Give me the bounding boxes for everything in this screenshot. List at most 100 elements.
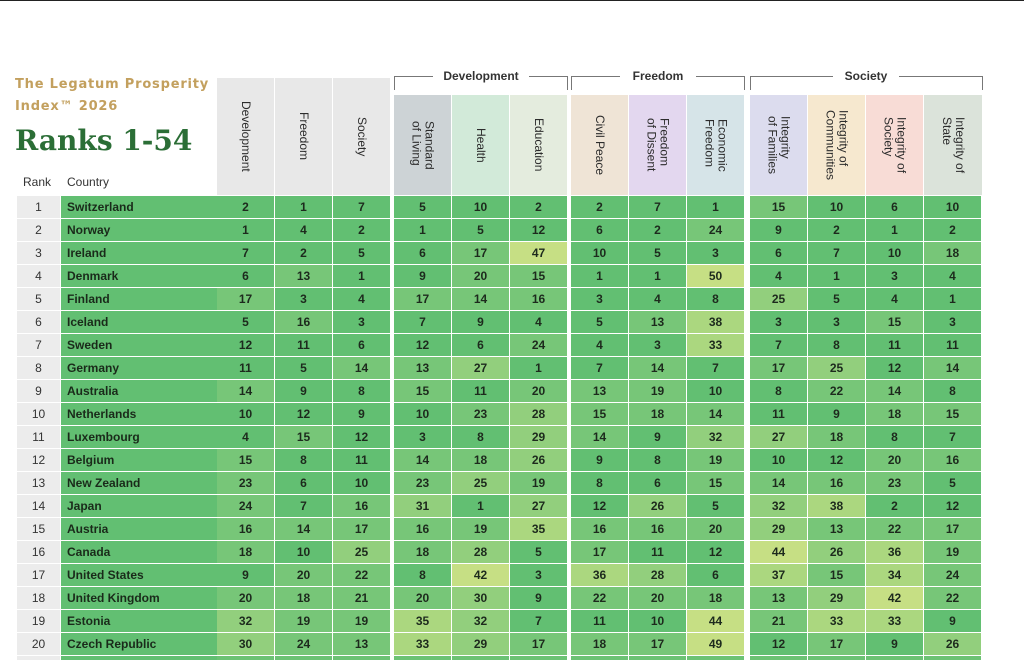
rank-value-cell: 17 bbox=[394, 288, 451, 310]
column-header-label: Integrity of Society bbox=[881, 116, 909, 174]
rank-value-cell: 15 bbox=[924, 403, 981, 425]
rank-cell: 2 bbox=[17, 219, 60, 241]
rank-value-cell: 17 bbox=[808, 633, 865, 655]
rank-value-cell: 8 bbox=[687, 288, 744, 310]
rank-value-cell: 6 bbox=[687, 564, 744, 586]
rank-value-cell: 13 bbox=[629, 311, 686, 333]
country-cell: Japan bbox=[61, 495, 217, 517]
rank-value-cell: 16 bbox=[275, 311, 332, 333]
rank-value-cell: 23 bbox=[866, 472, 923, 494]
rank-value-cell: 15 bbox=[510, 265, 567, 287]
table-row: 3 Ireland 7 2 5 6 17 47 10 5 3 6 7 10 18 bbox=[17, 242, 984, 265]
rank-value-cell: 3 bbox=[687, 242, 744, 264]
rank-value-cell: 16 bbox=[333, 495, 390, 517]
table-row: 4 Denmark 6 13 1 9 20 15 1 1 50 4 1 3 4 bbox=[17, 265, 984, 288]
rank-value-cell: 20 bbox=[275, 564, 332, 586]
rank-value-cell: 12 bbox=[808, 449, 865, 471]
column-header-freedom-of-dissent: Freedom of Dissent bbox=[629, 95, 687, 195]
rank-value-cell: 22 bbox=[808, 380, 865, 402]
rank-value-cell: 37 bbox=[750, 564, 807, 586]
rank-value-cell: 12 bbox=[866, 357, 923, 379]
table-row-partial bbox=[17, 656, 984, 660]
rank-value-cell: 1 bbox=[629, 265, 686, 287]
column-header-integrity-of-state: Integrity of State bbox=[924, 95, 983, 195]
rank-cell: 19 bbox=[17, 610, 60, 632]
rank-value-cell: 1 bbox=[687, 196, 744, 218]
rank-value-cell: 4 bbox=[510, 311, 567, 333]
rank-value-cell: 6 bbox=[275, 472, 332, 494]
rank-value-cell: 10 bbox=[866, 242, 923, 264]
rank-value-cell: 27 bbox=[510, 495, 567, 517]
rank-value-cell: 14 bbox=[629, 357, 686, 379]
rank-value-cell: 14 bbox=[924, 357, 981, 379]
rank-value-cell: 15 bbox=[808, 564, 865, 586]
rank-value-cell: 14 bbox=[687, 403, 744, 425]
column-header-label: Society bbox=[355, 116, 369, 157]
country-cell: Belgium bbox=[61, 449, 217, 471]
rank-value-cell: 28 bbox=[452, 541, 509, 563]
column-header-label: Freedom of Dissent bbox=[644, 118, 672, 172]
table-row: 19 Estonia 32 19 19 35 32 7 11 10 44 21 33 33 9 bbox=[17, 610, 984, 633]
rank-value-cell: 21 bbox=[333, 587, 390, 609]
rank-value-cell: 4 bbox=[924, 265, 981, 287]
table-row: 5 Finland 17 3 4 17 14 16 3 4 8 25 5 4 1 bbox=[17, 288, 984, 311]
group-label: Freedom bbox=[620, 68, 696, 84]
country-cell: Netherlands bbox=[61, 403, 217, 425]
rank-value-cell: 29 bbox=[452, 633, 509, 655]
rank-value-cell: 8 bbox=[866, 426, 923, 448]
rank-value-cell: 44 bbox=[687, 610, 744, 632]
rank-value-cell: 2 bbox=[571, 196, 628, 218]
rank-value-cell: 7 bbox=[687, 357, 744, 379]
rank-value-cell: 28 bbox=[510, 403, 567, 425]
rank-value-cell: 29 bbox=[510, 426, 567, 448]
table-row: 12 Belgium 15 8 11 14 18 26 9 8 19 10 12 20 16 bbox=[17, 449, 984, 472]
table-row: 7 Sweden 12 11 6 12 6 24 4 3 33 7 8 11 11 bbox=[17, 334, 984, 357]
rank-value-cell: 30 bbox=[452, 587, 509, 609]
rank-value-cell: 14 bbox=[452, 288, 509, 310]
rank-value-cell: 15 bbox=[687, 472, 744, 494]
rank-cell: 14 bbox=[17, 495, 60, 517]
rank-value-cell: 1 bbox=[924, 288, 981, 310]
rank-value-cell: 16 bbox=[924, 449, 981, 471]
rank-value-cell: 50 bbox=[687, 265, 744, 287]
group-development: Development bbox=[394, 68, 568, 92]
rank-value-cell: 23 bbox=[394, 472, 451, 494]
rank-value-cell: 11 bbox=[452, 380, 509, 402]
rank-value-cell: 10 bbox=[275, 541, 332, 563]
column-header-label: Integrity of Communities bbox=[823, 109, 851, 181]
column-header-integrity-of-communities: Integrity of Communities bbox=[808, 95, 866, 195]
table-row: 13 New Zealand 23 6 10 23 25 19 8 6 15 14 16 23 5 bbox=[17, 472, 984, 495]
column-header-society: Society bbox=[333, 78, 391, 195]
rank-value-cell: 2 bbox=[510, 196, 567, 218]
rank-value-cell: 26 bbox=[924, 633, 981, 655]
column-header-label: Civil Peace bbox=[593, 114, 607, 176]
rank-value-cell: 18 bbox=[924, 242, 981, 264]
column-header-label: Freedom bbox=[297, 112, 311, 161]
rank-value-cell: 1 bbox=[275, 196, 332, 218]
column-header-label: Economic Freedom bbox=[702, 118, 730, 172]
rank-value-cell: 7 bbox=[394, 311, 451, 333]
rank-value-cell: 5 bbox=[333, 242, 390, 264]
rank-value-cell: 5 bbox=[629, 242, 686, 264]
rank-value-cell: 38 bbox=[687, 311, 744, 333]
rank-value-cell: 6 bbox=[217, 265, 274, 287]
rank-header: Rank bbox=[23, 175, 52, 189]
rank-cell: 6 bbox=[17, 311, 60, 333]
rank-value-cell: 11 bbox=[275, 334, 332, 356]
rank-value-cell: 5 bbox=[394, 196, 451, 218]
rank-value-cell: 42 bbox=[452, 564, 509, 586]
rank-value-cell: 33 bbox=[687, 334, 744, 356]
rank-value-cell: 10 bbox=[571, 242, 628, 264]
rank-value-cell: 1 bbox=[510, 357, 567, 379]
rank-value-cell: 10 bbox=[217, 403, 274, 425]
rank-value-cell: 14 bbox=[571, 426, 628, 448]
rank-value-cell: 9 bbox=[808, 403, 865, 425]
rank-value-cell: 7 bbox=[217, 242, 274, 264]
rank-value-cell: 9 bbox=[394, 265, 451, 287]
rank-value-cell: 42 bbox=[866, 587, 923, 609]
rank-value-cell: 12 bbox=[510, 219, 567, 241]
rank-value-cell: 17 bbox=[629, 633, 686, 655]
rank-cell: 12 bbox=[17, 449, 60, 471]
rank-value-cell: 8 bbox=[808, 334, 865, 356]
rank-cell: 15 bbox=[17, 518, 60, 540]
